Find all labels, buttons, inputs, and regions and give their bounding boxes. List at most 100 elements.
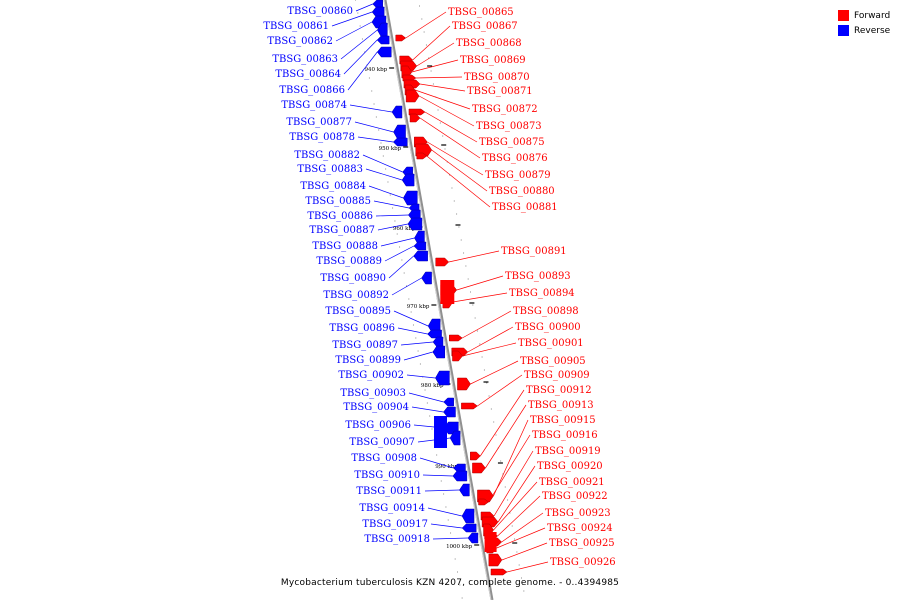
leader-line-reverse bbox=[411, 406, 444, 413]
gene-label-reverse[interactable]: TBSG_00896 bbox=[329, 323, 395, 334]
genome-backbone bbox=[383, 0, 494, 600]
forward-gene bbox=[405, 89, 420, 103]
reverse-gene bbox=[392, 137, 408, 147]
gene-label-reverse[interactable]: TBSG_00897 bbox=[332, 340, 398, 351]
gene-label-reverse[interactable]: TBSG_00888 bbox=[312, 241, 378, 252]
leader-line-reverse bbox=[388, 255, 414, 279]
leader-line-forward bbox=[418, 95, 475, 127]
gene-labels: TBSG_00860 TBSG_00861 TBSG_00862 TBSG_00863… bbox=[263, 6, 615, 568]
gene-label-forward[interactable]: TBSG_00867 bbox=[452, 21, 518, 32]
scale-markers: 940 kbp 950 kbp 960 kbp 970 kbp 980 kbp 990 k… bbox=[365, 65, 518, 550]
gene-label-forward[interactable]: TBSG_00919 bbox=[535, 446, 601, 457]
gene-label-forward[interactable]: TBSG_00915 bbox=[530, 415, 596, 426]
gene-label-reverse[interactable]: TBSG_00918 bbox=[364, 534, 430, 545]
reverse-gene bbox=[413, 241, 427, 251]
gene-label-forward[interactable]: TBSG_00869 bbox=[460, 55, 526, 66]
leader-line-reverse bbox=[393, 310, 429, 327]
gene-label-reverse[interactable]: TBSG_00907 bbox=[349, 437, 415, 448]
gene-label-reverse[interactable]: TBSG_00906 bbox=[345, 420, 411, 431]
gene-label-forward[interactable]: TBSG_00900 bbox=[515, 322, 581, 333]
leader-line-forward bbox=[411, 59, 459, 73]
gene-label-forward[interactable]: TBSG_00880 bbox=[489, 186, 555, 197]
gene-label-forward[interactable]: TBSG_00870 bbox=[464, 72, 530, 83]
gene-label-forward[interactable]: TBSG_00893 bbox=[505, 271, 571, 282]
gene-label-reverse[interactable]: TBSG_00884 bbox=[300, 181, 366, 192]
gene-label-forward[interactable]: TBSG_00894 bbox=[509, 288, 575, 299]
leader-line-forward bbox=[456, 275, 504, 291]
gene-label-reverse[interactable]: TBSG_00860 bbox=[287, 6, 353, 17]
reverse-gene bbox=[467, 532, 479, 544]
gene-label-reverse[interactable]: TBSG_00862 bbox=[267, 36, 333, 47]
leader-line-reverse bbox=[430, 523, 463, 529]
gene-label-reverse[interactable]: TBSG_00863 bbox=[272, 54, 338, 65]
gene-label-forward[interactable]: TBSG_00876 bbox=[482, 153, 548, 164]
leader-line-forward bbox=[501, 512, 544, 543]
gene-label-forward[interactable]: TBSG_00924 bbox=[547, 523, 613, 534]
gene-label-forward[interactable]: TBSG_00926 bbox=[550, 557, 616, 568]
gene-label-reverse[interactable]: TBSG_00902 bbox=[338, 370, 404, 381]
leader-line-forward bbox=[477, 374, 523, 407]
gene-label-reverse[interactable]: TBSG_00885 bbox=[305, 196, 371, 207]
gene-label-reverse[interactable]: TBSG_00910 bbox=[354, 470, 420, 481]
gene-label-reverse[interactable]: TBSG_00874 bbox=[281, 100, 347, 111]
gene-label-reverse[interactable]: TBSG_00877 bbox=[286, 117, 352, 128]
gene-label-reverse[interactable]: TBSG_00911 bbox=[356, 486, 422, 497]
genome-backbone-highlight bbox=[383, 0, 492, 600]
gene-label-forward[interactable]: TBSG_00872 bbox=[472, 104, 538, 115]
forward-gene bbox=[452, 350, 463, 362]
gene-label-reverse[interactable]: TBSG_00899 bbox=[335, 355, 401, 366]
reverse-gene bbox=[434, 416, 448, 448]
forward-gene bbox=[472, 462, 486, 474]
gene-label-forward[interactable]: TBSG_00920 bbox=[537, 461, 603, 472]
gene-label-forward[interactable]: TBSG_00913 bbox=[528, 400, 594, 411]
gene-label-reverse[interactable]: TBSG_00887 bbox=[309, 225, 375, 236]
forward-gene bbox=[490, 568, 508, 576]
reverse-gene bbox=[432, 345, 446, 359]
gene-label-forward[interactable]: TBSG_00875 bbox=[479, 137, 545, 148]
scale-label: 990 kbp bbox=[435, 464, 458, 470]
gene-label-reverse[interactable]: TBSG_00890 bbox=[320, 273, 386, 284]
gene-label-reverse[interactable]: TBSG_00895 bbox=[325, 306, 391, 317]
gene-label-forward[interactable]: TBSG_00912 bbox=[526, 385, 592, 396]
gene-label-forward[interactable]: TBSG_00925 bbox=[549, 538, 615, 549]
gene-label-reverse[interactable]: TBSG_00864 bbox=[275, 69, 341, 80]
gene-label-reverse[interactable]: TBSG_00917 bbox=[362, 519, 428, 530]
gene-label-reverse[interactable]: TBSG_00883 bbox=[297, 164, 363, 175]
gene-label-reverse[interactable]: TBSG_00892 bbox=[323, 290, 389, 301]
gene-label-reverse[interactable]: TBSG_00908 bbox=[351, 453, 417, 464]
gene-label-forward[interactable]: TBSG_00922 bbox=[542, 491, 608, 502]
gene-label-reverse[interactable]: TBSG_00904 bbox=[343, 402, 409, 413]
forward-gene bbox=[395, 34, 407, 42]
leader-line-reverse bbox=[397, 327, 428, 335]
gene-label-forward[interactable]: TBSG_00871 bbox=[467, 86, 533, 97]
leader-line-reverse bbox=[355, 3, 373, 12]
gene-label-forward[interactable]: TBSG_00909 bbox=[524, 370, 590, 381]
gene-label-forward[interactable]: TBSG_00923 bbox=[545, 508, 611, 519]
gene-label-forward[interactable]: TBSG_00901 bbox=[518, 338, 584, 349]
gene-label-forward[interactable]: TBSG_00879 bbox=[485, 170, 551, 181]
leader-line-forward bbox=[496, 527, 546, 549]
gene-label-forward[interactable]: TBSG_00905 bbox=[520, 356, 586, 367]
leader-line-forward bbox=[452, 292, 508, 303]
gene-label-forward[interactable]: TBSG_00873 bbox=[476, 121, 542, 132]
gene-label-forward[interactable]: TBSG_00868 bbox=[456, 38, 522, 49]
gene-label-reverse[interactable]: TBSG_00886 bbox=[307, 211, 373, 222]
gene-label-reverse[interactable]: TBSG_00914 bbox=[359, 503, 425, 514]
gene-label-reverse[interactable]: TBSG_00878 bbox=[289, 132, 355, 143]
gene-label-forward[interactable]: TBSG_00921 bbox=[539, 477, 605, 488]
gene-label-reverse[interactable]: TBSG_00866 bbox=[279, 85, 345, 96]
gene-label-reverse[interactable]: TBSG_00861 bbox=[263, 21, 329, 32]
gene-label-forward[interactable]: TBSG_00891 bbox=[501, 246, 567, 257]
gene-label-forward[interactable]: TBSG_00916 bbox=[532, 430, 598, 441]
gene-label-forward[interactable]: TBSG_00898 bbox=[513, 306, 579, 317]
gene-label-reverse[interactable]: TBSG_00882 bbox=[294, 150, 360, 161]
gene-label-reverse[interactable]: TBSG_00889 bbox=[316, 256, 382, 267]
leader-line-reverse bbox=[380, 237, 415, 247]
reverse-gene bbox=[449, 430, 461, 446]
leader-line-reverse bbox=[340, 29, 378, 60]
map-caption: Mycobacterium tuberculosis KZN 4207, com… bbox=[280, 578, 620, 588]
gene-label-reverse[interactable]: TBSG_00903 bbox=[340, 388, 406, 399]
gene-label-forward[interactable]: TBSG_00865 bbox=[448, 7, 514, 18]
leader-line-reverse bbox=[331, 11, 373, 27]
gene-label-forward[interactable]: TBSG_00881 bbox=[492, 202, 558, 213]
